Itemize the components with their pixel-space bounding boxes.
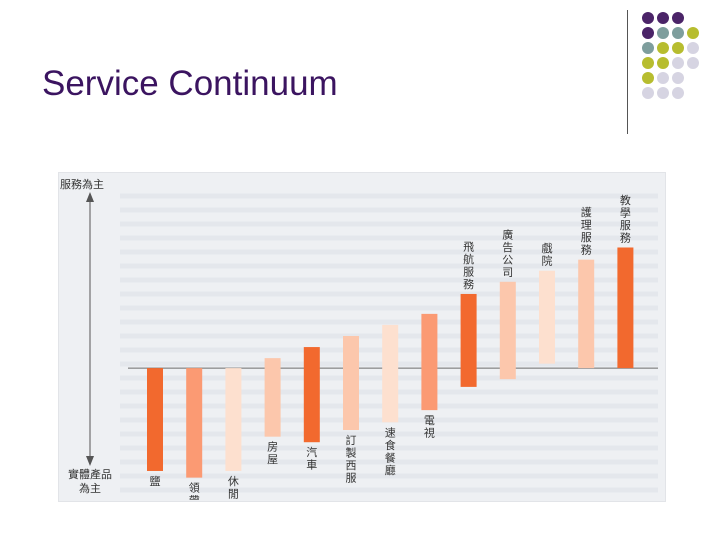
bar-6 — [382, 324, 399, 423]
svg-text:航: 航 — [463, 252, 474, 266]
bar-11 — [578, 259, 595, 369]
svg-text:廣: 廣 — [502, 227, 513, 241]
decorative-dot — [642, 12, 654, 24]
bar-label: 休閒食品 — [228, 475, 239, 500]
decorative-dot — [672, 57, 684, 69]
svg-text:飛: 飛 — [463, 240, 474, 253]
svg-text:服: 服 — [463, 265, 474, 278]
svg-text:食: 食 — [385, 438, 396, 452]
svg-text:公: 公 — [502, 253, 513, 266]
decorative-dot — [657, 12, 669, 24]
svg-text:服: 服 — [346, 472, 357, 485]
vertical-axis — [86, 192, 94, 466]
bar-3 — [264, 358, 281, 437]
bar-0 — [147, 368, 163, 471]
svg-text:閒: 閒 — [228, 487, 239, 500]
bar-9 — [499, 281, 516, 380]
svg-text:護: 護 — [581, 205, 592, 219]
bar-5 — [343, 336, 359, 431]
decorative-dot — [672, 72, 684, 84]
decorative-dot — [672, 12, 684, 24]
decorative-dot — [687, 27, 699, 39]
svg-text:告: 告 — [502, 241, 513, 254]
bar-10 — [539, 270, 555, 364]
svg-text:服: 服 — [581, 231, 592, 244]
svg-text:務: 務 — [581, 243, 592, 257]
svg-text:西: 西 — [346, 459, 357, 472]
bar-label: 汽車 — [306, 445, 317, 472]
svg-text:房: 房 — [267, 441, 278, 454]
decorative-dot — [687, 42, 699, 54]
slide-title: Service Continuum — [42, 64, 338, 103]
bar-7 — [421, 313, 438, 411]
svg-text:鹽: 鹽 — [150, 474, 161, 488]
background-texture — [120, 193, 658, 493]
svg-text:帶: 帶 — [189, 494, 200, 500]
service-continuum-chart: 服務為主實體產品為主鹽領帶休閒食品房屋汽車訂製西服速食餐廳電視飛航服務廣告公司戲… — [60, 177, 658, 500]
axis-label-goods: 實體產品 — [68, 467, 112, 481]
bar-label: 領帶 — [189, 481, 200, 500]
decorative-dot — [657, 72, 669, 84]
bar-4 — [303, 347, 320, 443]
svg-text:訂: 訂 — [346, 433, 357, 447]
decorative-dot — [672, 87, 684, 99]
decorative-dot — [642, 87, 654, 99]
decorative-dot — [687, 57, 699, 69]
title-divider — [627, 10, 628, 134]
svg-text:戲: 戲 — [542, 241, 553, 255]
svg-text:車: 車 — [306, 458, 317, 472]
svg-text:汽: 汽 — [306, 445, 317, 459]
bar-label: 電視 — [424, 414, 435, 440]
svg-text:屋: 屋 — [267, 453, 278, 466]
bar-1 — [186, 368, 203, 478]
svg-text:廳: 廳 — [385, 463, 396, 477]
svg-text:教: 教 — [620, 194, 631, 207]
svg-text:領: 領 — [189, 481, 200, 495]
svg-text:速: 速 — [385, 426, 396, 439]
bar-2 — [225, 368, 242, 471]
svg-text:學: 學 — [620, 206, 631, 219]
svg-text:理: 理 — [581, 219, 592, 232]
svg-text:休: 休 — [228, 475, 239, 488]
bar-8 — [460, 293, 477, 387]
svg-text:食: 食 — [228, 499, 239, 500]
svg-text:餐: 餐 — [385, 450, 396, 464]
decorative-dot — [642, 42, 654, 54]
decorative-dot — [657, 87, 669, 99]
bar-12 — [617, 247, 634, 369]
axis-label-goods: 為主 — [79, 481, 101, 495]
decorative-dot — [672, 27, 684, 39]
bar-label: 戲院 — [542, 241, 553, 267]
decorative-dot — [642, 27, 654, 39]
svg-text:務: 務 — [463, 277, 474, 291]
bar-label: 房屋 — [267, 441, 278, 467]
svg-text:服: 服 — [620, 219, 631, 232]
decorative-dot — [672, 42, 684, 54]
decorative-dot — [642, 72, 654, 84]
bar-label: 鹽 — [150, 474, 161, 488]
decorative-dot — [657, 27, 669, 39]
svg-text:視: 視 — [424, 426, 435, 440]
decorative-dot — [642, 57, 654, 69]
decorative-dot — [657, 42, 669, 54]
svg-text:司: 司 — [502, 266, 513, 279]
svg-text:製: 製 — [346, 446, 357, 460]
svg-text:電: 電 — [424, 414, 435, 427]
decorative-dot — [657, 57, 669, 69]
svg-text:院: 院 — [542, 254, 553, 268]
svg-text:務: 務 — [620, 230, 631, 244]
axis-label-service: 服務為主 — [60, 177, 104, 191]
